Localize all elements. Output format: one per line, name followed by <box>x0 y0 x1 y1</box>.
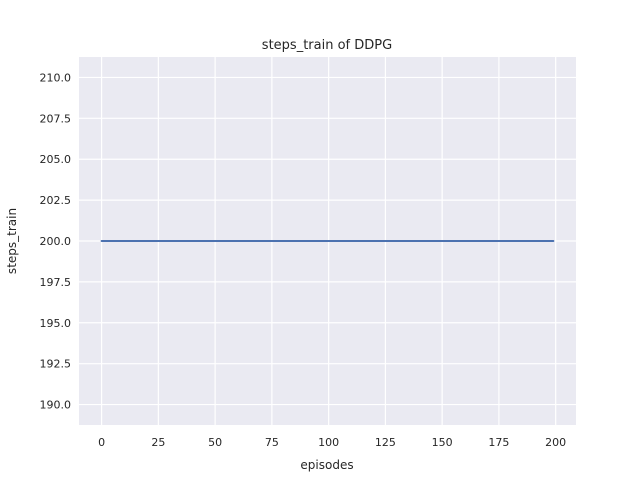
y-tick-label: 197.5 <box>40 276 72 289</box>
x-tick-label: 175 <box>488 436 509 449</box>
x-tick-label: 50 <box>208 436 222 449</box>
x-tick-label: 25 <box>151 436 165 449</box>
x-tick-label: 100 <box>318 436 339 449</box>
y-tick-labels: 190.0 192.5 195.0 197.5 200.0 202.5 205.0 207.5… <box>40 71 72 411</box>
x-tick-label: 0 <box>98 436 105 449</box>
y-axis-label: steps_train <box>5 208 19 274</box>
chart-title: steps_train of DDPG <box>262 38 392 53</box>
x-axis-label: episodes <box>300 458 353 472</box>
y-tick-label: 205.0 <box>40 153 72 166</box>
y-tick-label: 202.5 <box>40 194 72 207</box>
x-tick-labels: 0 25 50 75 100 125 150 175 200 <box>98 436 566 449</box>
x-tick-label: 125 <box>375 436 396 449</box>
y-tick-label: 195.0 <box>40 317 72 330</box>
x-tick-label: 75 <box>265 436 279 449</box>
y-tick-label: 190.0 <box>40 399 72 412</box>
y-tick-label: 192.5 <box>40 358 72 371</box>
x-tick-label: 150 <box>432 436 453 449</box>
y-tick-label: 210.0 <box>40 71 72 84</box>
x-tick-label: 200 <box>545 436 566 449</box>
y-tick-label: 200.0 <box>40 235 72 248</box>
y-tick-label: 207.5 <box>40 112 72 125</box>
